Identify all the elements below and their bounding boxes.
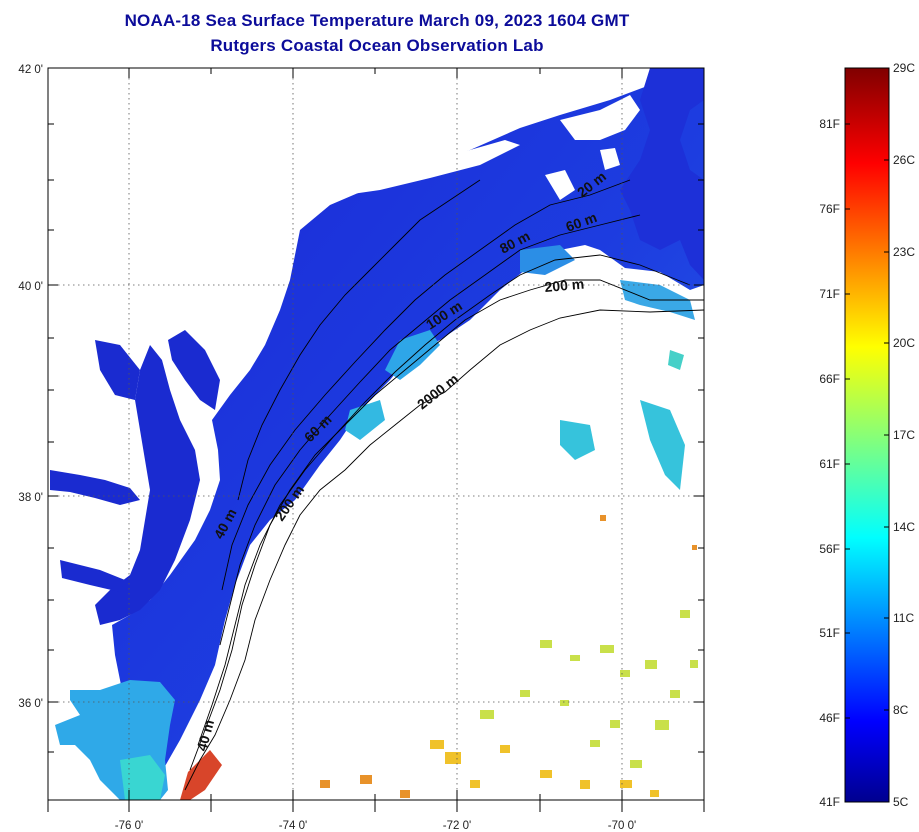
cb-f-label: 66F: [819, 372, 840, 386]
cb-c-label: 20C: [893, 336, 915, 350]
colorbar-c-labels: 29C 26C 23C 20C 17C 14C 11C 8C 5C: [893, 61, 915, 809]
potomac-river: [50, 470, 140, 505]
map-plot-area: [48, 68, 704, 800]
cb-f-label: 81F: [819, 117, 840, 131]
offshore-cyan: [668, 350, 684, 370]
outer-banks-warm: [180, 750, 222, 800]
map-title: NOAA-18 Sea Surface Temperature March 09…: [124, 11, 630, 30]
cb-f-label: 71F: [819, 287, 840, 301]
cb-c-label: 11C: [893, 611, 914, 625]
depth-contours: [184, 179, 704, 791]
colorbar-ticks: [845, 67, 889, 719]
offshore-cyan: [640, 400, 685, 490]
cb-f-label: 61F: [819, 457, 840, 471]
gulf-of-maine-water: [620, 68, 704, 280]
slope-water-patch: [520, 245, 575, 275]
long-island: [340, 140, 520, 195]
lon-label: -76 0': [115, 820, 143, 832]
lon-label: -72 0': [443, 820, 471, 832]
map-subtitle: Rutgers Coastal Ocean Observation Lab: [210, 36, 544, 55]
depth-label: 40 m: [193, 718, 217, 753]
cb-f-label: 76F: [819, 202, 840, 216]
cb-c-label: 8C: [893, 703, 909, 717]
cb-c-label: 17C: [893, 428, 915, 442]
cb-c-label: 14C: [893, 520, 915, 534]
western-shore-rivers: [95, 340, 140, 400]
lat-label: 38 0': [18, 492, 43, 504]
offshore-yellowgreen: [480, 610, 698, 768]
map-frame: [47, 67, 705, 801]
offshore-cyan: [560, 420, 595, 460]
graticule: [48, 68, 704, 800]
lon-label: -70 0': [608, 820, 636, 832]
offshore-orange: [320, 515, 697, 798]
offshore-yellow: [430, 740, 659, 797]
cb-c-label: 23C: [893, 245, 915, 259]
cb-c-label: 29C: [893, 61, 915, 75]
cb-f-label: 41F: [819, 795, 840, 809]
colorbar-f-labels: 81F 76F 71F 66F 61F 56F 51F 46F 41F: [819, 117, 840, 809]
delaware-bay: [168, 330, 220, 410]
cb-f-label: 46F: [819, 711, 840, 725]
axis-ticks: [47, 68, 705, 812]
lat-label: 40 0': [18, 281, 43, 293]
cb-c-label: 26C: [893, 153, 915, 167]
islands-land: [545, 148, 620, 200]
lat-label: 42 0': [18, 64, 43, 76]
slope-water-patch: [345, 400, 385, 440]
shelf-water: [112, 70, 704, 800]
cb-f-label: 56F: [819, 542, 840, 556]
cb-c-label: 5C: [893, 795, 909, 809]
york-river: [60, 560, 125, 592]
lat-label: 36 0': [18, 698, 43, 710]
chesapeake-bay: [95, 345, 200, 625]
pamlico-warm: [120, 755, 165, 800]
depth-label: 200 m: [544, 276, 585, 295]
colorbar: [844, 67, 890, 803]
cb-f-label: 51F: [819, 626, 840, 640]
cape-cod: [560, 95, 640, 140]
lon-label: -74 0': [279, 820, 307, 832]
